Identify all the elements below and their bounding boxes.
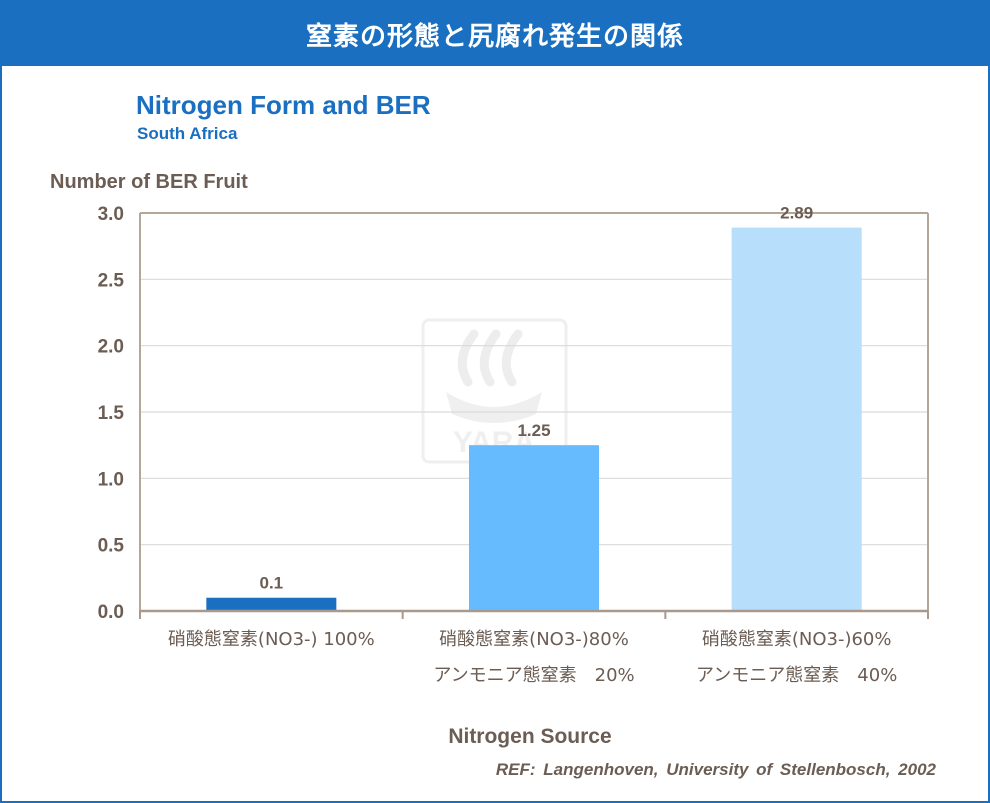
banner-title: 窒素の形態と尻腐れ発生の関係 bbox=[2, 2, 988, 66]
y-tick-label: 3.0 bbox=[98, 204, 124, 225]
y-tick-label: 2.0 bbox=[98, 337, 124, 358]
bar bbox=[731, 227, 862, 612]
bar bbox=[206, 597, 337, 611]
y-tick-label: 2.5 bbox=[98, 270, 125, 291]
labels: 0.0 0.5 1.0 1.5 2.0 2.5 3.0 0.1 1.25 2.89 硝酸態窒素(NO… bbox=[50, 171, 897, 748]
bar-value-label: 2.89 bbox=[780, 204, 813, 223]
x-category-label: アンモニア態窒素 20% bbox=[433, 665, 634, 686]
y-tick-label: 0.5 bbox=[98, 536, 125, 557]
chart-title: Nitrogen Form and BER bbox=[136, 90, 431, 120]
y-tick-label: 1.5 bbox=[98, 403, 125, 424]
y-tick-label: 1.0 bbox=[98, 469, 124, 490]
axes bbox=[139, 212, 929, 619]
x-category-label: 硝酸態窒素(NO3-)80% bbox=[439, 629, 629, 650]
chart-subtitle: South Africa bbox=[137, 124, 238, 143]
yara-logo-watermark: YARA bbox=[421, 318, 568, 464]
bar bbox=[469, 445, 599, 611]
x-category-label: アンモニア態窒素 40% bbox=[696, 665, 897, 686]
bars bbox=[206, 227, 862, 612]
x-axis-title: Nitrogen Source bbox=[448, 725, 611, 748]
y-axis-title: Number of BER Fruit bbox=[50, 171, 248, 193]
bar-value-label: 1.25 bbox=[517, 421, 550, 440]
x-category-label: 硝酸態窒素(NO3-)60% bbox=[702, 629, 892, 650]
x-category-label: 硝酸態窒素(NO3-) 100% bbox=[168, 629, 375, 650]
bar-value-label: 0.1 bbox=[260, 574, 284, 593]
reference-note: REF: Langenhoven, University of Stellenb… bbox=[495, 760, 936, 779]
y-tick-label: 0.0 bbox=[98, 602, 124, 623]
